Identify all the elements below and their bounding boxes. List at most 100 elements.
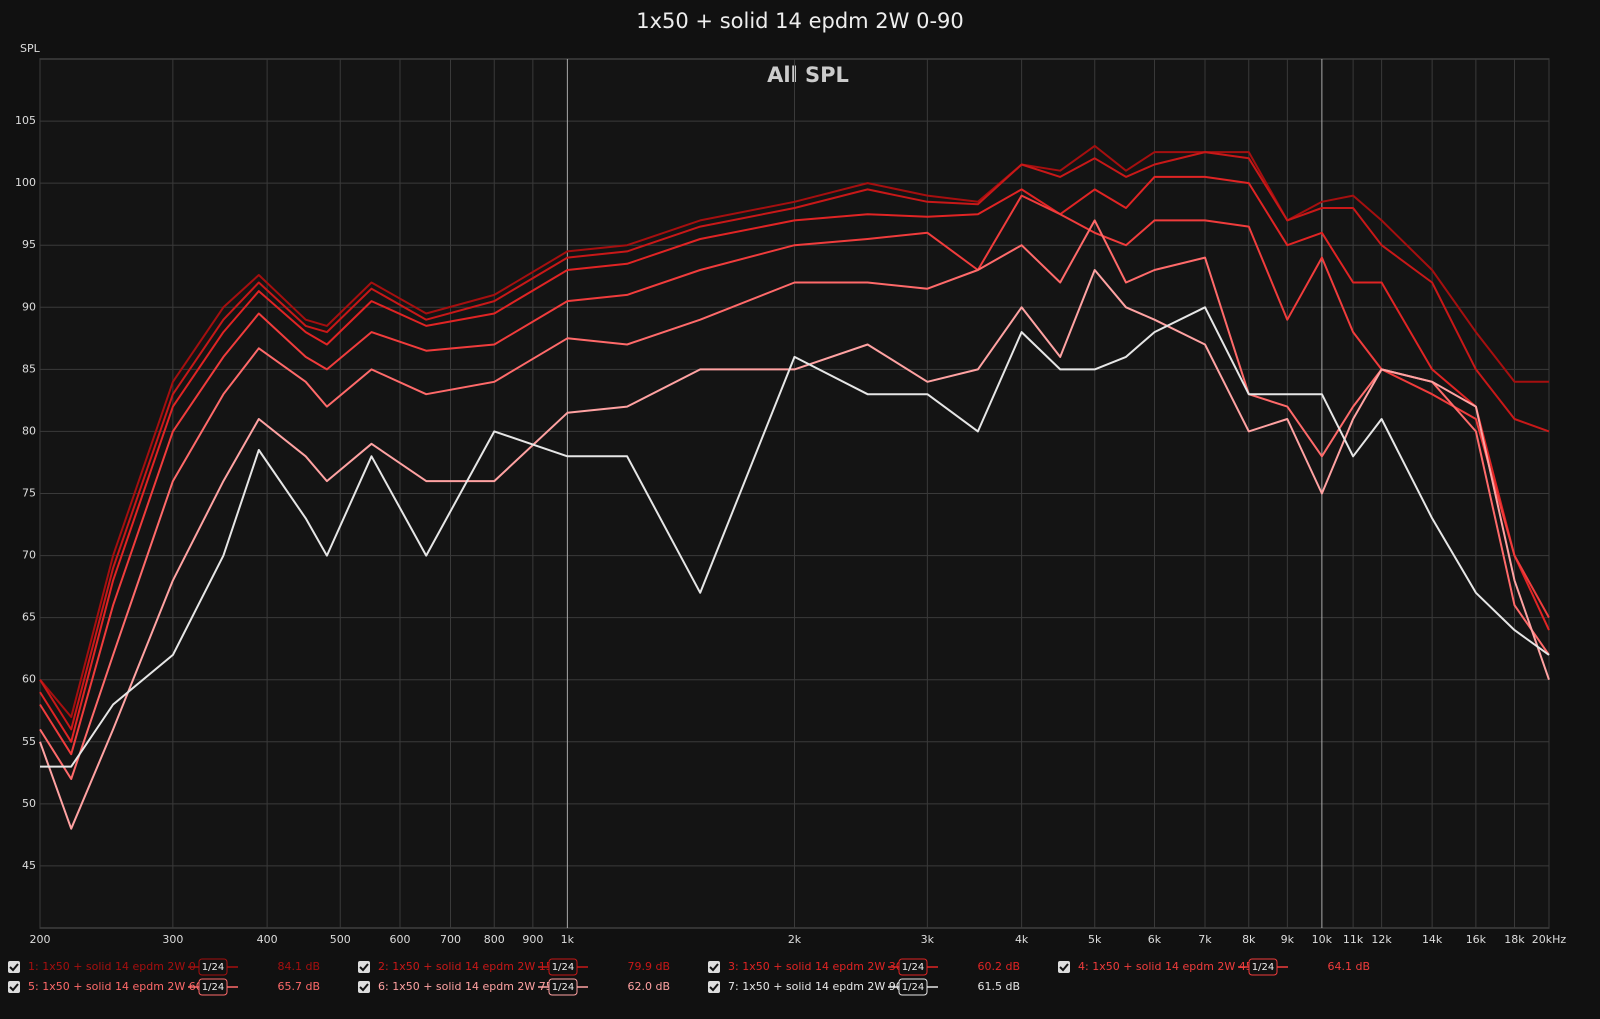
y-tick-label: 45 xyxy=(22,859,36,872)
x-tick-label: 9k xyxy=(1281,933,1295,946)
x-tick-label: 6k xyxy=(1148,933,1162,946)
legend-smoothing-box xyxy=(898,958,928,976)
legend-smoothing: 1/24 xyxy=(552,962,574,973)
legend-smoothing-box xyxy=(1248,958,1278,976)
legend-checkbox[interactable] xyxy=(8,961,20,973)
series-line xyxy=(39,269,1550,830)
x-tick-label: 16k xyxy=(1466,933,1487,946)
y-tick-label: 70 xyxy=(22,549,36,562)
x-tick-label: 200 xyxy=(30,933,51,946)
y-axis-label: SPL xyxy=(20,42,41,55)
x-tick-label: 7k xyxy=(1198,933,1212,946)
lines xyxy=(39,144,1550,830)
y-tick-label: 75 xyxy=(22,487,36,500)
legend-check xyxy=(1059,963,1069,972)
series-line xyxy=(39,194,1550,756)
x-tick-label: 3k xyxy=(921,933,935,946)
x-tick-label: 12k xyxy=(1371,933,1392,946)
x-tick-label: 18k xyxy=(1504,933,1525,946)
x-tick-label: 400 xyxy=(257,933,278,946)
series-line xyxy=(39,151,1550,731)
legend-check xyxy=(709,983,719,992)
legend-label: 3: 1x50 + solid 14 epdm 2W 30 xyxy=(728,960,903,973)
y-tick-label: 60 xyxy=(22,673,36,686)
legend-readout: 60.2 dB xyxy=(977,960,1020,973)
legend-smoothing-box xyxy=(548,958,578,976)
x-tick-label: 800 xyxy=(484,933,505,946)
legend-label: 6: 1x50 + solid 14 epdm 2W 75 xyxy=(378,980,553,993)
y-tick-label: 85 xyxy=(22,362,36,375)
y-tick-label: 105 xyxy=(15,114,36,127)
legend-readout: 65.7 dB xyxy=(277,980,320,993)
legend-entry: 5: 1x50 + solid 14 epdm 2W 601/24 65.7 dB xyxy=(8,978,320,996)
legend-label: 7: 1x50 + solid 14 epdm 2W 90 xyxy=(728,980,903,993)
x-tick-label: 8k xyxy=(1242,933,1256,946)
legend-smoothing-box xyxy=(198,978,228,996)
legend-smoothing: 1/24 xyxy=(202,962,224,973)
x-tick-label: 700 xyxy=(440,933,461,946)
legend-label: 5: 1x50 + solid 14 epdm 2W 60 xyxy=(28,980,203,993)
legend-entry: 3: 1x50 + solid 14 epdm 2W 301/24 60.2 dB xyxy=(708,958,1020,976)
x-tick-label: 4k xyxy=(1015,933,1029,946)
series-line xyxy=(39,219,1550,780)
legend-label: 4: 1x50 + solid 14 epdm 2W 45 xyxy=(1078,960,1253,973)
y-tick-label: 100 xyxy=(15,176,36,189)
legend-smoothing: 1/24 xyxy=(202,982,224,993)
legend-smoothing: 1/24 xyxy=(1252,962,1274,973)
x-tick-label: 300 xyxy=(162,933,183,946)
legend-smoothing: 1/24 xyxy=(902,962,924,973)
legend-checkbox[interactable] xyxy=(8,981,20,993)
legend-label: 2: 1x50 + solid 14 epdm 2W 15 xyxy=(378,960,553,973)
legend-smoothing-box xyxy=(898,978,928,996)
series-line xyxy=(39,144,1549,718)
y-tick-label: 50 xyxy=(22,797,36,810)
legend-checkbox[interactable] xyxy=(358,961,370,973)
legend-smoothing: 1/24 xyxy=(552,982,574,993)
legend-entry: 4: 1x50 + solid 14 epdm 2W 451/24 64.1 dB xyxy=(1058,958,1370,976)
x-tick-label: 500 xyxy=(330,933,351,946)
legend-readout: 61.5 dB xyxy=(977,980,1020,993)
legend-entry: 7: 1x50 + solid 14 epdm 2W 901/24 61.5 dB xyxy=(708,978,1020,996)
x-tick-label: 11k xyxy=(1343,933,1364,946)
legend-entry: 6: 1x50 + solid 14 epdm 2W 751/24 62.0 dB xyxy=(358,978,670,996)
y-tick-label: 90 xyxy=(22,300,36,313)
legend-checkbox[interactable] xyxy=(358,981,370,993)
legend-check xyxy=(359,963,369,972)
legend-check xyxy=(709,963,719,972)
legend-smoothing-box xyxy=(198,958,228,976)
grid: 45 50 55 60 65 70 75 80 85 90 95 100 105 200 300 400 500… xyxy=(15,59,1566,946)
legend-checkbox[interactable] xyxy=(1058,961,1070,973)
y-tick-label: 80 xyxy=(22,424,36,437)
legend-readout: 84.1 dB xyxy=(277,960,320,973)
legend: 1: 1x50 + solid 14 epdm 2W 0 1/24 84.1 dB 2… xyxy=(8,958,1370,996)
y-tick-label: 65 xyxy=(22,611,36,624)
legend-checkbox[interactable] xyxy=(708,981,720,993)
x-tick-label: 14k xyxy=(1422,933,1443,946)
x-tick-label: 2k xyxy=(788,933,802,946)
chart-title: 1x50 + solid 14 epdm 2W 0-90 xyxy=(636,9,964,33)
legend-smoothing-box xyxy=(548,978,578,996)
x-tick-label: 900 xyxy=(522,933,543,946)
legend-label: 1: 1x50 + solid 14 epdm 2W 0 xyxy=(28,960,196,973)
legend-check xyxy=(359,983,369,992)
legend-readout: 79.9 dB xyxy=(627,960,670,973)
legend-entry: 1: 1x50 + solid 14 epdm 2W 0 1/24 84.1 dB xyxy=(8,958,320,976)
legend-checkbox[interactable] xyxy=(708,961,720,973)
chart-subtitle: All SPL xyxy=(767,63,849,87)
series-line xyxy=(39,175,1550,743)
legend-smoothing: 1/24 xyxy=(902,982,924,993)
x-tick-label: 20kHz xyxy=(1532,933,1567,946)
legend-check xyxy=(9,963,19,972)
x-tick-label: 10k xyxy=(1312,933,1333,946)
y-tick-label: 55 xyxy=(22,735,36,748)
legend-readout: 64.1 dB xyxy=(1327,960,1370,973)
series-line xyxy=(40,306,1550,768)
x-tick-label: 1k xyxy=(561,933,575,946)
legend-readout: 62.0 dB xyxy=(627,980,670,993)
x-tick-label: 600 xyxy=(389,933,410,946)
y-tick-label: 95 xyxy=(22,238,36,251)
legend-entry: 2: 1x50 + solid 14 epdm 2W 151/24 79.9 dB xyxy=(358,958,670,976)
x-tick-label: 5k xyxy=(1088,933,1102,946)
legend-check xyxy=(9,983,19,992)
